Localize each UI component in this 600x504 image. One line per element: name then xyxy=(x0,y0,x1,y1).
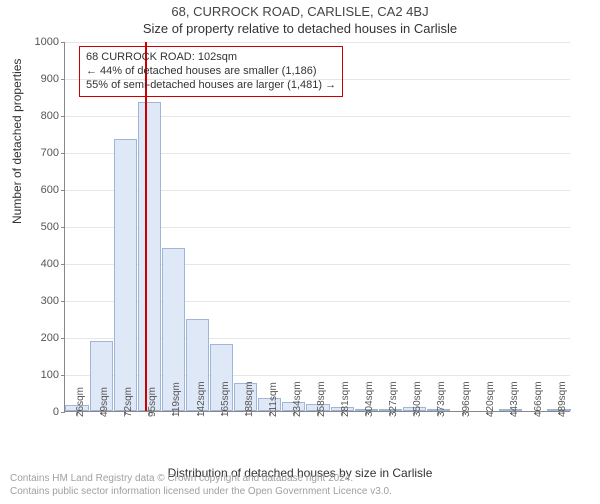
x-tick-label: 304sqm xyxy=(364,381,375,417)
y-tick-label: 900 xyxy=(41,73,65,85)
x-tick-label: 95sqm xyxy=(147,387,158,417)
y-tick-label: 0 xyxy=(53,406,65,418)
x-tick-label: 443sqm xyxy=(509,381,520,417)
x-tick-label: 72sqm xyxy=(123,387,134,417)
x-tick-label: 119sqm xyxy=(171,382,182,417)
page-address: 68, CURROCK ROAD, CARLISLE, CA2 4BJ xyxy=(0,4,600,19)
x-tick-label: 327sqm xyxy=(388,381,399,417)
x-tick-label: 26sqm xyxy=(75,387,86,417)
y-tick-label: 600 xyxy=(41,184,65,196)
y-tick-label: 1000 xyxy=(35,36,65,48)
indicator-line xyxy=(145,42,147,411)
y-tick-label: 300 xyxy=(41,295,65,307)
y-tick-label: 700 xyxy=(41,147,65,159)
x-tick-label: 258sqm xyxy=(316,381,327,417)
x-tick-label: 142sqm xyxy=(196,381,207,417)
footer-line: Contains public sector information licen… xyxy=(10,485,392,498)
annotation-line: 55% of semi-detached houses are larger (… xyxy=(86,79,336,93)
y-tick-label: 800 xyxy=(41,110,65,122)
x-tick-label: 49sqm xyxy=(99,387,110,417)
x-tick-label: 420sqm xyxy=(485,381,496,417)
footer-line: Contains HM Land Registry data © Crown c… xyxy=(10,472,392,485)
x-tick-label: 350sqm xyxy=(412,381,423,417)
y-tick-label: 100 xyxy=(41,369,65,381)
page-title: Size of property relative to detached ho… xyxy=(0,21,600,36)
y-tick-label: 400 xyxy=(41,258,65,270)
y-tick-label: 500 xyxy=(41,221,65,233)
x-tick-label: 234sqm xyxy=(292,381,303,417)
histogram-bar xyxy=(138,102,161,411)
gridline xyxy=(65,42,570,43)
x-tick-label: 466sqm xyxy=(533,381,544,417)
y-axis-label: Number of detached properties xyxy=(10,59,24,224)
x-tick-label: 165sqm xyxy=(220,381,231,417)
footer-attribution: Contains HM Land Registry data © Crown c… xyxy=(10,472,392,498)
x-tick-label: 281sqm xyxy=(340,381,351,417)
histogram-bar xyxy=(114,139,137,411)
chart-annotation-box: 68 CURROCK ROAD: 102sqm ← 44% of detache… xyxy=(79,46,343,97)
y-tick-label: 200 xyxy=(41,332,65,344)
chart-plot-area: 0100200300400500600700800900100026sqm49s… xyxy=(64,42,570,412)
annotation-line: ← 44% of detached houses are smaller (1,… xyxy=(86,65,336,79)
x-tick-label: 489sqm xyxy=(557,381,568,417)
annotation-line: 68 CURROCK ROAD: 102sqm xyxy=(86,51,336,65)
x-tick-label: 373sqm xyxy=(436,381,447,417)
chart-container: 0100200300400500600700800900100026sqm49s… xyxy=(64,42,570,412)
x-tick-label: 211sqm xyxy=(268,382,279,417)
x-tick-label: 188sqm xyxy=(244,381,255,417)
x-tick-label: 396sqm xyxy=(461,381,472,417)
